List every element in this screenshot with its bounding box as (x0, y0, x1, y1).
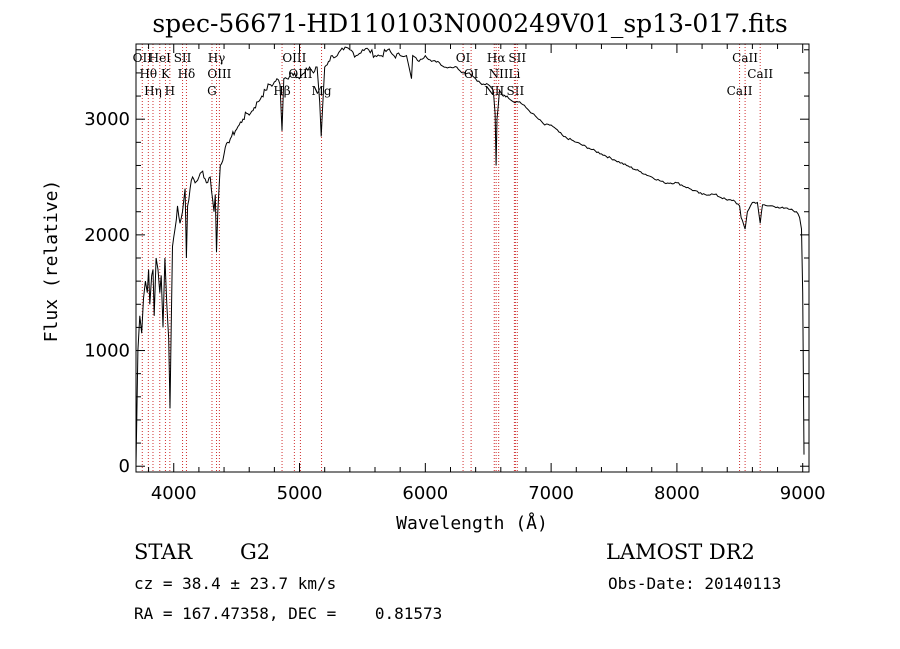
line-marker-label: OI (456, 51, 471, 65)
line-marker-label: Hβ (273, 84, 290, 98)
x-tick-label: 5000 (277, 483, 323, 504)
y-tick-label: 2000 (84, 225, 130, 246)
x-tick-label: 7000 (528, 483, 574, 504)
line-marker-label: Hδ (178, 67, 196, 81)
line-marker-label: G (207, 84, 217, 98)
line-marker-label: OIII (282, 51, 306, 65)
line-marker-label: SII (174, 51, 192, 65)
obs-date-text: Obs-Date: 20140113 (608, 574, 782, 593)
line-marker-label: H (165, 84, 175, 98)
line-marker-label: OII (133, 51, 153, 65)
y-axis-label: Flux (relative) (41, 180, 62, 343)
line-marker-label: HeI (149, 51, 172, 65)
survey-label: LAMOST DR2 (606, 540, 755, 564)
y-tick-label: 0 (119, 456, 130, 477)
coordinates-text: RA = 167.47358, DEC = 0.81573 (134, 604, 443, 623)
line-marker-label: CaII (727, 84, 753, 98)
line-marker-label: NII (484, 84, 504, 98)
line-marker-label: NII (489, 67, 509, 81)
plot-frame (135, 43, 810, 473)
line-marker-label: SII (507, 84, 525, 98)
x-tick-label: 8000 (654, 483, 700, 504)
line-marker-label: OIII (288, 67, 312, 81)
line-marker-label: SII (508, 51, 526, 65)
line-marker-label: Hη (144, 84, 162, 98)
axes: 4000 5000 6000 7000 8000 9000 0 1000 2000 3000 (84, 44, 826, 504)
emission-line-markers: OIIHθHηHeIKHSIIHδGHγOIIIHβOIIIOIIIMgOIOI… (133, 44, 773, 472)
x-tick-label: 9000 (780, 483, 826, 504)
subclass-label: G2 (240, 540, 271, 564)
y-tick-label: 3000 (84, 109, 130, 130)
line-marker-label: K (161, 67, 171, 81)
line-marker-label: CaII (732, 51, 758, 65)
x-tick-label: 6000 (402, 483, 448, 504)
chart-title: spec-56671-HD110103N000249V01_sp13-017.f… (152, 9, 787, 38)
line-marker-label: Hα (487, 51, 506, 65)
line-marker-label: Hγ (208, 51, 226, 65)
line-marker-label: Hθ (139, 67, 157, 81)
line-marker-label: Mg (312, 84, 332, 98)
class-label: STAR (134, 540, 193, 564)
x-tick-label: 4000 (151, 483, 197, 504)
line-marker-label: OIII (207, 67, 231, 81)
redshift-text: cz = 38.4 ± 23.7 km/s (134, 574, 337, 593)
line-marker-label: Li (508, 67, 520, 81)
spectrum-line (135, 46, 805, 467)
line-marker-label: CaII (747, 67, 773, 81)
y-tick-label: 1000 (84, 341, 130, 362)
x-axis-label: Wavelength (Å) (396, 512, 548, 534)
